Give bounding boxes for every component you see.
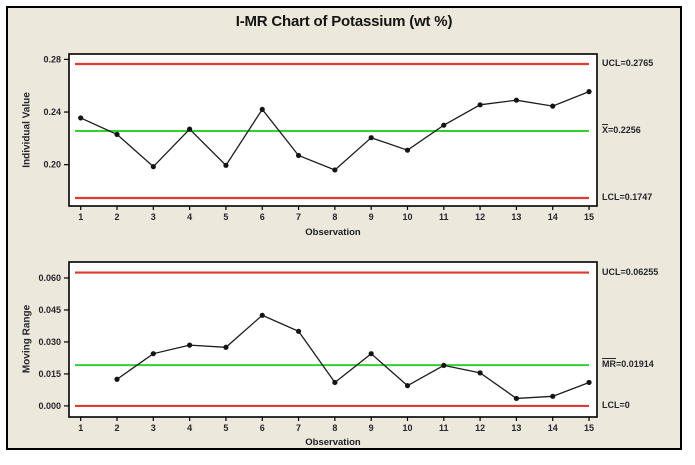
moving-range-data-point	[223, 344, 229, 350]
x-tick-label: 15	[584, 212, 594, 222]
x-tick-label: 9	[369, 212, 374, 222]
moving-range-plot-area	[68, 261, 598, 418]
moving-range-data-point	[150, 351, 156, 357]
individuals-data-point	[295, 152, 302, 159]
individuals-data-point	[114, 131, 120, 138]
xbar-symbol: X	[602, 124, 609, 135]
individuals-data-point	[441, 122, 447, 128]
x-tick-label: 8	[332, 423, 337, 433]
y-tick-label: 0.000	[38, 401, 61, 411]
x-tick-label: 5	[223, 212, 228, 222]
moving-range-series-line	[116, 314, 590, 400]
moving-range-data-point	[259, 312, 265, 318]
x-tick-label: 1	[78, 423, 83, 433]
center-label-individuals: X=0.2256	[602, 125, 641, 135]
center-label-moving-range: MR=0.01914	[602, 359, 654, 369]
individuals-data-point	[550, 103, 556, 109]
lcl-label-individuals: LCL=0.1747	[602, 191, 653, 202]
x-tick-label: 12	[475, 423, 485, 433]
moving-range-data-point	[441, 362, 447, 369]
individuals-data-point	[477, 102, 483, 108]
x-tick-label: 6	[260, 212, 265, 222]
individuals-data-point	[368, 135, 374, 141]
individuals-data-point	[187, 126, 193, 132]
y-tick-label: 0.060	[38, 273, 61, 283]
y-tick-label: 0.030	[38, 337, 61, 347]
x-tick-label: 10	[402, 423, 412, 433]
moving-range-data-point	[550, 393, 556, 399]
x-tick-label: 13	[511, 212, 521, 222]
moving-range-data-point	[295, 328, 302, 334]
moving-range-data-point	[404, 383, 411, 389]
y-axis-title-moving-range: Moving Range	[21, 304, 33, 374]
x-tick-label: 7	[296, 212, 301, 222]
individuals-data-point	[223, 162, 229, 168]
x-tick-label: 2	[115, 212, 120, 222]
x-tick-label: 7	[296, 423, 301, 433]
x-tick-label: 11	[439, 212, 449, 222]
moving-range-data-point	[513, 395, 520, 402]
moving-range-data-point	[586, 379, 592, 386]
individuals-data-point	[586, 89, 592, 95]
y-axis-title-individual-value: Individual Value	[21, 92, 33, 168]
chart-title: I-MR Chart of Potassium (wt %)	[235, 13, 453, 30]
ucl-label-individuals: UCL=0.2765	[602, 58, 654, 68]
moving-range-data-point	[332, 379, 338, 386]
moving-range-data-point	[187, 342, 193, 348]
x-tick-label: 14	[548, 212, 558, 222]
moving-range-data-point	[477, 370, 483, 376]
mrbar-value: =0.01914	[616, 359, 654, 370]
x-tick-label: 8	[332, 212, 337, 222]
individuals-data-point	[513, 97, 520, 103]
lcl-label-moving-range: LCL=0	[602, 399, 630, 410]
x-axis-title-observation-top: Observation	[305, 227, 361, 238]
y-tick-label: 0.015	[38, 369, 61, 379]
y-tick-label: 0.24	[43, 107, 61, 117]
moving-range-data-point	[368, 351, 374, 357]
y-tick-label: 0.045	[38, 305, 61, 315]
individuals-data-point	[259, 106, 265, 113]
x-tick-label: 13	[511, 423, 521, 433]
y-tick-label: 0.28	[43, 54, 61, 64]
x-tick-label: 4	[187, 212, 192, 222]
individuals-chart: 0.280.240.201 2 3 4 5 6 7 8 9 10 11 12 13 14 15	[43, 53, 598, 222]
x-tick-label: 15	[584, 423, 594, 433]
x-tick-label: 2	[115, 423, 120, 433]
x-tick-label: 10	[402, 212, 412, 222]
individuals-data-point	[332, 167, 338, 173]
x-tick-label: 3	[151, 423, 156, 433]
x-tick-label: 6	[260, 423, 265, 433]
mrbar-symbol: MR	[602, 359, 616, 370]
xbar-value: =0.2256	[608, 124, 641, 135]
individuals-data-point	[404, 147, 411, 153]
x-tick-label: 12	[475, 212, 485, 222]
x-tick-label: 11	[439, 423, 449, 433]
y-tick-label: 0.20	[43, 160, 61, 170]
x-tick-label: 5	[223, 423, 228, 433]
x-tick-label: 1	[78, 212, 83, 222]
ucl-label-moving-range: UCL=0.06255	[602, 266, 659, 277]
x-axis-title-observation-bottom: Observation	[305, 437, 361, 448]
x-tick-label: 14	[548, 423, 558, 433]
individuals-data-point	[150, 164, 156, 170]
x-tick-label: 4	[187, 423, 192, 433]
x-tick-label: 9	[369, 423, 374, 433]
x-tick-label: 3	[151, 212, 156, 222]
individuals-data-point	[78, 115, 84, 121]
moving-range-data-point	[114, 376, 120, 382]
